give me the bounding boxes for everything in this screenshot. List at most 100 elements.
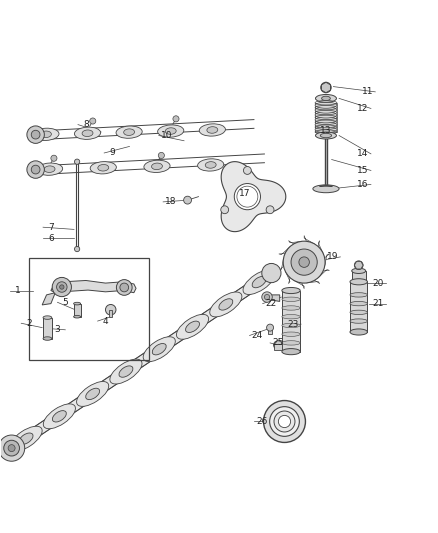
Bar [268,326,272,334]
Circle shape [27,126,44,143]
Circle shape [31,130,40,139]
Circle shape [74,246,80,252]
Ellipse shape [315,132,336,139]
Polygon shape [285,271,290,284]
Circle shape [117,280,132,295]
Ellipse shape [177,314,208,339]
Ellipse shape [110,359,142,384]
Ellipse shape [315,112,337,118]
Polygon shape [306,280,320,284]
Polygon shape [221,161,286,232]
Text: 20: 20 [373,279,384,288]
Circle shape [354,261,363,270]
Ellipse shape [315,94,336,102]
Ellipse shape [313,185,339,193]
Text: 26: 26 [256,417,268,426]
Ellipse shape [19,433,33,445]
Polygon shape [267,295,280,302]
Ellipse shape [44,166,55,173]
Circle shape [184,196,191,204]
Ellipse shape [210,292,242,317]
Ellipse shape [350,310,367,314]
Polygon shape [321,82,331,93]
Text: 14: 14 [357,149,369,158]
Text: 25: 25 [272,338,284,348]
Text: 24: 24 [252,331,263,340]
Circle shape [173,116,179,122]
Ellipse shape [321,96,330,101]
Ellipse shape [152,163,162,169]
Circle shape [266,206,274,214]
Ellipse shape [282,323,300,328]
Ellipse shape [350,319,367,323]
Ellipse shape [40,131,51,138]
Bar [74,304,81,317]
Polygon shape [289,240,302,244]
Text: 22: 22 [265,299,276,308]
Ellipse shape [315,107,337,113]
Polygon shape [304,236,314,244]
Polygon shape [293,280,304,289]
Ellipse shape [43,316,52,319]
Circle shape [60,285,64,289]
Ellipse shape [53,410,66,422]
Text: 6: 6 [48,233,54,243]
Circle shape [4,440,19,456]
Polygon shape [42,293,55,305]
Ellipse shape [243,270,275,295]
Bar [282,290,300,352]
Circle shape [262,292,272,302]
Ellipse shape [350,329,367,335]
Ellipse shape [207,127,218,133]
Ellipse shape [116,126,142,138]
Text: 4: 4 [102,317,108,326]
Ellipse shape [199,124,226,136]
Circle shape [0,435,25,461]
Circle shape [57,282,67,292]
Circle shape [264,400,305,442]
Circle shape [270,407,299,437]
Text: 15: 15 [357,166,369,175]
Circle shape [8,445,15,451]
Ellipse shape [282,314,300,319]
Text: 17: 17 [240,189,251,198]
Ellipse shape [282,341,300,345]
Circle shape [234,183,261,210]
Circle shape [158,152,164,158]
Ellipse shape [144,160,170,173]
Circle shape [283,241,325,283]
Polygon shape [51,280,136,293]
Ellipse shape [10,426,42,451]
Ellipse shape [315,117,337,123]
Text: 7: 7 [48,223,54,232]
Ellipse shape [282,306,300,310]
Text: 12: 12 [357,104,369,113]
Text: 19: 19 [327,253,338,261]
Text: 18: 18 [165,197,177,206]
Ellipse shape [90,161,117,174]
Ellipse shape [205,161,216,168]
Bar [109,310,113,317]
Ellipse shape [315,122,337,128]
Ellipse shape [74,127,101,140]
Circle shape [52,277,71,297]
Ellipse shape [43,337,52,340]
Ellipse shape [74,316,81,318]
Ellipse shape [152,343,166,355]
Circle shape [31,165,40,174]
Bar [350,282,367,332]
Text: 8: 8 [83,120,89,129]
Circle shape [267,324,274,331]
Bar [274,344,283,350]
Circle shape [299,257,309,268]
Ellipse shape [352,268,366,273]
Circle shape [74,159,80,164]
Circle shape [274,341,283,350]
Ellipse shape [252,277,266,288]
Text: 23: 23 [287,320,299,329]
Ellipse shape [315,126,337,133]
Text: 10: 10 [161,131,173,140]
Ellipse shape [282,349,300,354]
Polygon shape [318,240,323,254]
Ellipse shape [82,130,93,136]
